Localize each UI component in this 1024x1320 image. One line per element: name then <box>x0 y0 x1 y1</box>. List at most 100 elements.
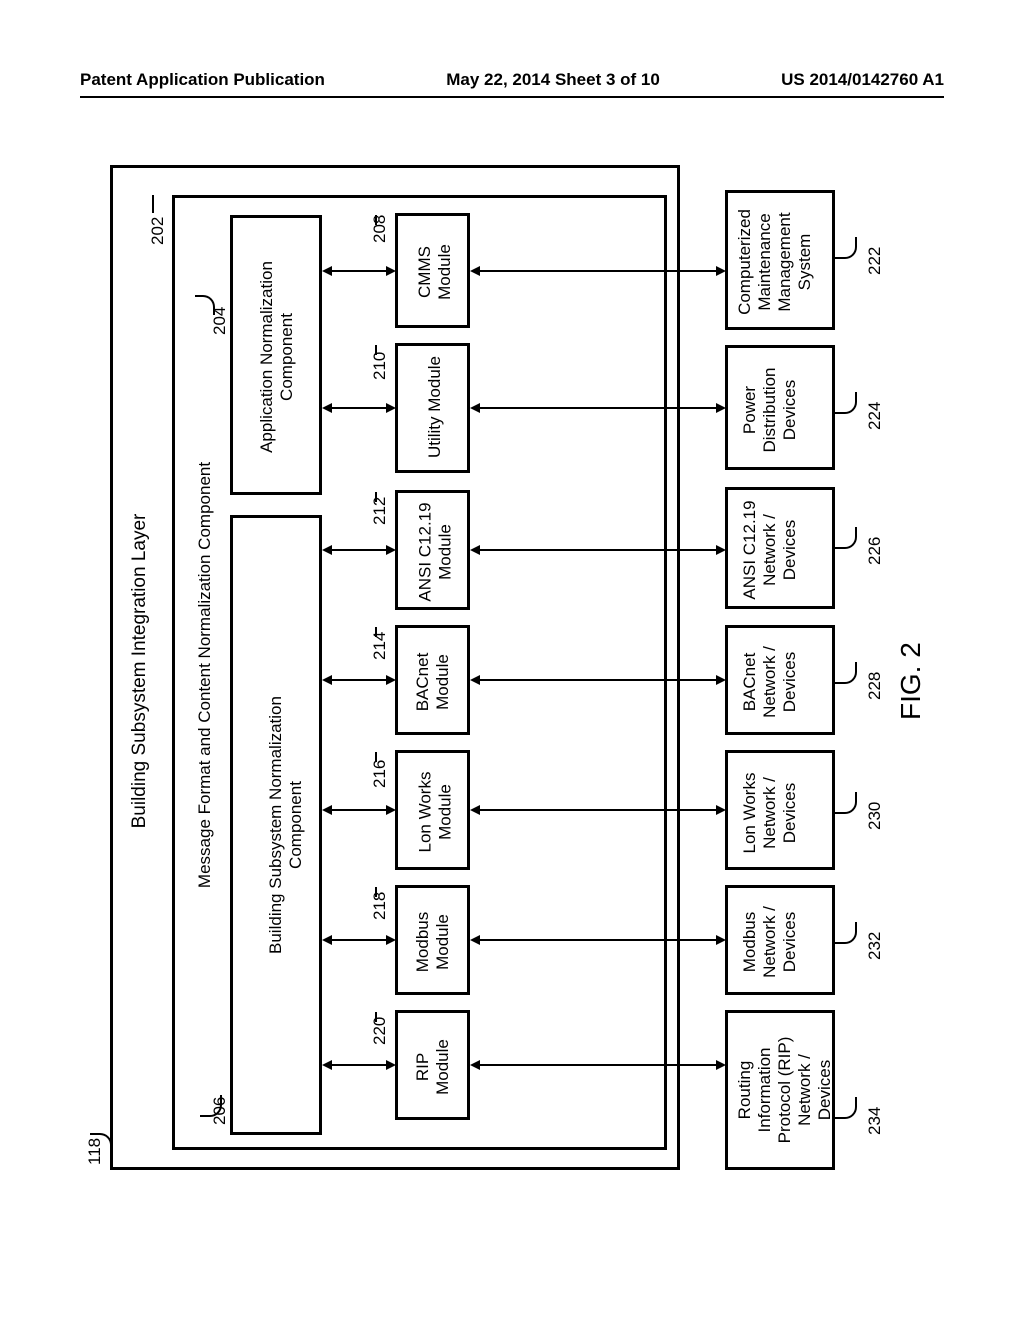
arrow-head <box>322 805 332 815</box>
ext-bacnet-2: Network / <box>760 622 780 742</box>
arrow-modbus-ext <box>475 939 720 941</box>
ext-bacnet-3: Devices <box>780 622 800 742</box>
bacnet-line1: BACnet <box>413 627 433 737</box>
arrow-ansi-bldnorm <box>328 549 390 551</box>
arrow-head <box>322 545 332 555</box>
ext-ansi-3: Devices <box>780 490 800 610</box>
arrow-head <box>386 675 396 685</box>
arrow-utility-ext <box>475 407 720 409</box>
arrow-cmms-ext <box>475 270 720 272</box>
ext-rip-1: Routing <box>735 1020 755 1160</box>
arrow-ansi-ext <box>475 549 720 551</box>
arrow-lon-bldnorm <box>328 809 390 811</box>
arrow-head <box>716 675 726 685</box>
arrow-rip-bldnorm <box>328 1064 390 1066</box>
arrow-head <box>386 403 396 413</box>
leader-118 <box>90 1133 112 1155</box>
arrow-head <box>470 805 480 815</box>
arrow-head <box>470 1060 480 1070</box>
arrow-bacnet-bldnorm <box>328 679 390 681</box>
arrow-utility-appnorm <box>328 407 390 409</box>
arrow-head <box>470 266 480 276</box>
ref-220: 220 <box>370 1017 390 1045</box>
figure-diagram: Building Subsystem Integration Layer Mes… <box>110 165 900 1195</box>
ext-modbus-2: Network / <box>760 882 780 1002</box>
leader-202 <box>152 195 154 213</box>
ref-228: 228 <box>865 672 885 700</box>
ref-202: 202 <box>148 217 168 245</box>
ext-ansi-1: ANSI C12.19 <box>740 490 760 610</box>
ref-216: 216 <box>370 760 390 788</box>
arrow-head <box>716 935 726 945</box>
ext-rip-5: Devices <box>815 1020 835 1160</box>
integration-layer-title: Building Subsystem Integration Layer <box>129 501 151 841</box>
ext-cmms-1: Computerized <box>735 197 755 327</box>
ext-power-2: Distribution <box>760 350 780 470</box>
ext-power-1: Power <box>740 350 760 470</box>
arrow-head <box>716 545 726 555</box>
arrow-head <box>322 403 332 413</box>
ext-rip-3: Protocol (RIP) <box>775 1020 795 1160</box>
arrow-head <box>716 266 726 276</box>
arrow-head <box>386 266 396 276</box>
arrow-cmms-appnorm <box>328 270 390 272</box>
ref-232: 232 <box>865 932 885 960</box>
cmms-line1: CMMS <box>415 217 435 327</box>
arrow-head <box>716 805 726 815</box>
cmms-line2: Module <box>435 217 455 327</box>
leader-232 <box>835 922 857 944</box>
arrow-head <box>386 1060 396 1070</box>
arrow-bacnet-ext <box>475 679 720 681</box>
leader-214 <box>375 627 377 637</box>
app-norm-line2: Component <box>277 237 297 477</box>
ext-lon-2: Network / <box>760 753 780 873</box>
leader-234 <box>835 1097 857 1119</box>
header-center: May 22, 2014 Sheet 3 of 10 <box>446 70 660 90</box>
header-left: Patent Application Publication <box>80 70 325 90</box>
ext-lon-1: Lon Works <box>740 753 760 873</box>
arrow-head <box>386 805 396 815</box>
ref-212: 212 <box>370 497 390 525</box>
ansi-line1: ANSI C12.19 <box>416 495 436 610</box>
ref-224: 224 <box>865 402 885 430</box>
ref-208: 208 <box>370 215 390 243</box>
arrow-head <box>470 403 480 413</box>
arrow-head <box>322 1060 332 1070</box>
arrow-modbus-bldnorm <box>328 939 390 941</box>
rip-line2: Module <box>433 1012 453 1122</box>
leader-218 <box>375 887 377 897</box>
arrow-head <box>470 545 480 555</box>
leader-212 <box>375 492 377 502</box>
leader-210 <box>375 345 377 355</box>
leader-228 <box>835 662 857 684</box>
ref-222: 222 <box>865 247 885 275</box>
leader-220 <box>375 1012 377 1022</box>
arrow-head <box>322 675 332 685</box>
ext-power-3: Devices <box>780 350 800 470</box>
bacnet-line2: Module <box>433 627 453 737</box>
ext-modbus-1: Modbus <box>740 882 760 1002</box>
ref-210: 210 <box>370 352 390 380</box>
modbus-line1: Modbus <box>413 887 433 997</box>
leader-226 <box>835 527 857 549</box>
arrow-head <box>386 935 396 945</box>
leader-222 <box>835 237 857 259</box>
leader-208 <box>375 215 377 225</box>
leader-216 <box>375 752 377 762</box>
arrow-head <box>322 266 332 276</box>
ext-bacnet-1: BACnet <box>740 622 760 742</box>
arrow-head <box>386 545 396 555</box>
lon-line1: Lon Works <box>416 755 436 870</box>
ext-cmms-2: Maintenance <box>755 197 775 327</box>
bld-norm-line1: Building Subsystem Normalization <box>266 675 286 975</box>
ansi-line2: Module <box>436 495 456 610</box>
lon-line2: Module <box>436 755 456 870</box>
utility-line: Utility Module <box>425 347 445 467</box>
ref-234: 234 <box>865 1107 885 1135</box>
arrow-lon-ext <box>475 809 720 811</box>
arrow-head <box>470 935 480 945</box>
ref-214: 214 <box>370 632 390 660</box>
arrow-head <box>716 403 726 413</box>
arrow-head <box>470 675 480 685</box>
bld-norm-line2: Component <box>286 675 306 975</box>
